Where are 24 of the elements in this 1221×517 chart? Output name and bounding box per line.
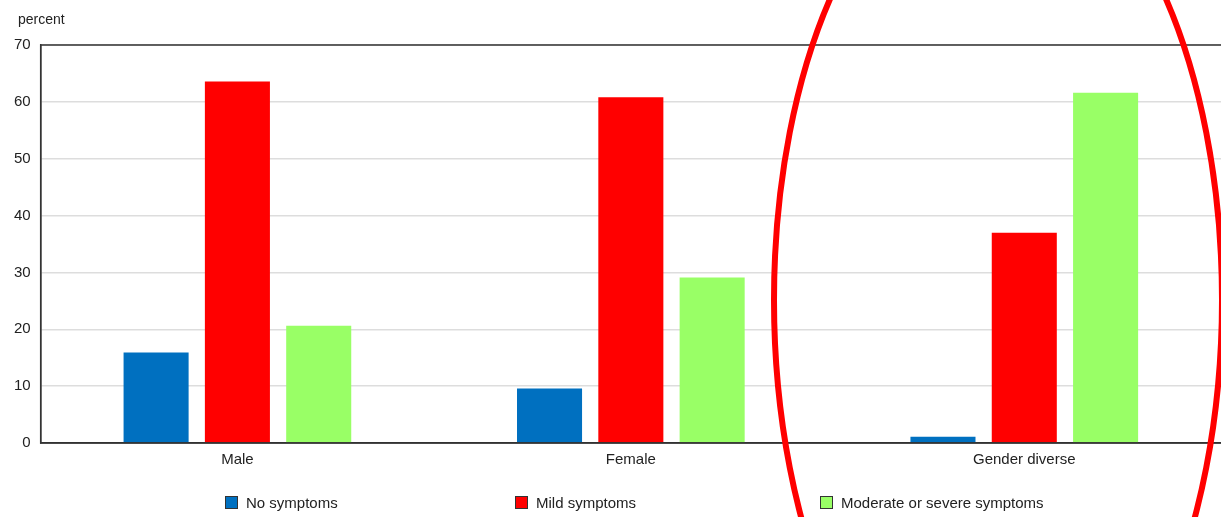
y-tick-label: 70 (14, 35, 31, 53)
y-tick-label: 40 (14, 205, 31, 223)
bar (1073, 92, 1139, 443)
legend-label: Moderate or severe symptoms (841, 494, 1044, 511)
bar (517, 388, 583, 443)
y-tick-label: 60 (14, 92, 31, 109)
legend-label: Mild symptoms (536, 494, 637, 511)
x-tick-label: Female (605, 450, 656, 468)
y-tick-label: 30 (14, 262, 31, 280)
bar (910, 436, 976, 443)
bar (286, 325, 352, 443)
y-tick-label: 10 (14, 376, 31, 394)
bar (123, 352, 189, 443)
x-tick-label: Male (221, 450, 254, 468)
y-tick-label: 20 (14, 319, 31, 337)
bar (204, 81, 270, 443)
legend-label: No symptoms (246, 494, 338, 511)
bar (991, 232, 1057, 443)
x-tick-label: Gender diverse (973, 450, 1076, 468)
y-tick-label: 0 (22, 433, 31, 451)
y-axis-title: percent (18, 10, 65, 27)
y-tick-label: 50 (14, 148, 31, 166)
bar (679, 277, 745, 443)
bar (598, 97, 664, 443)
